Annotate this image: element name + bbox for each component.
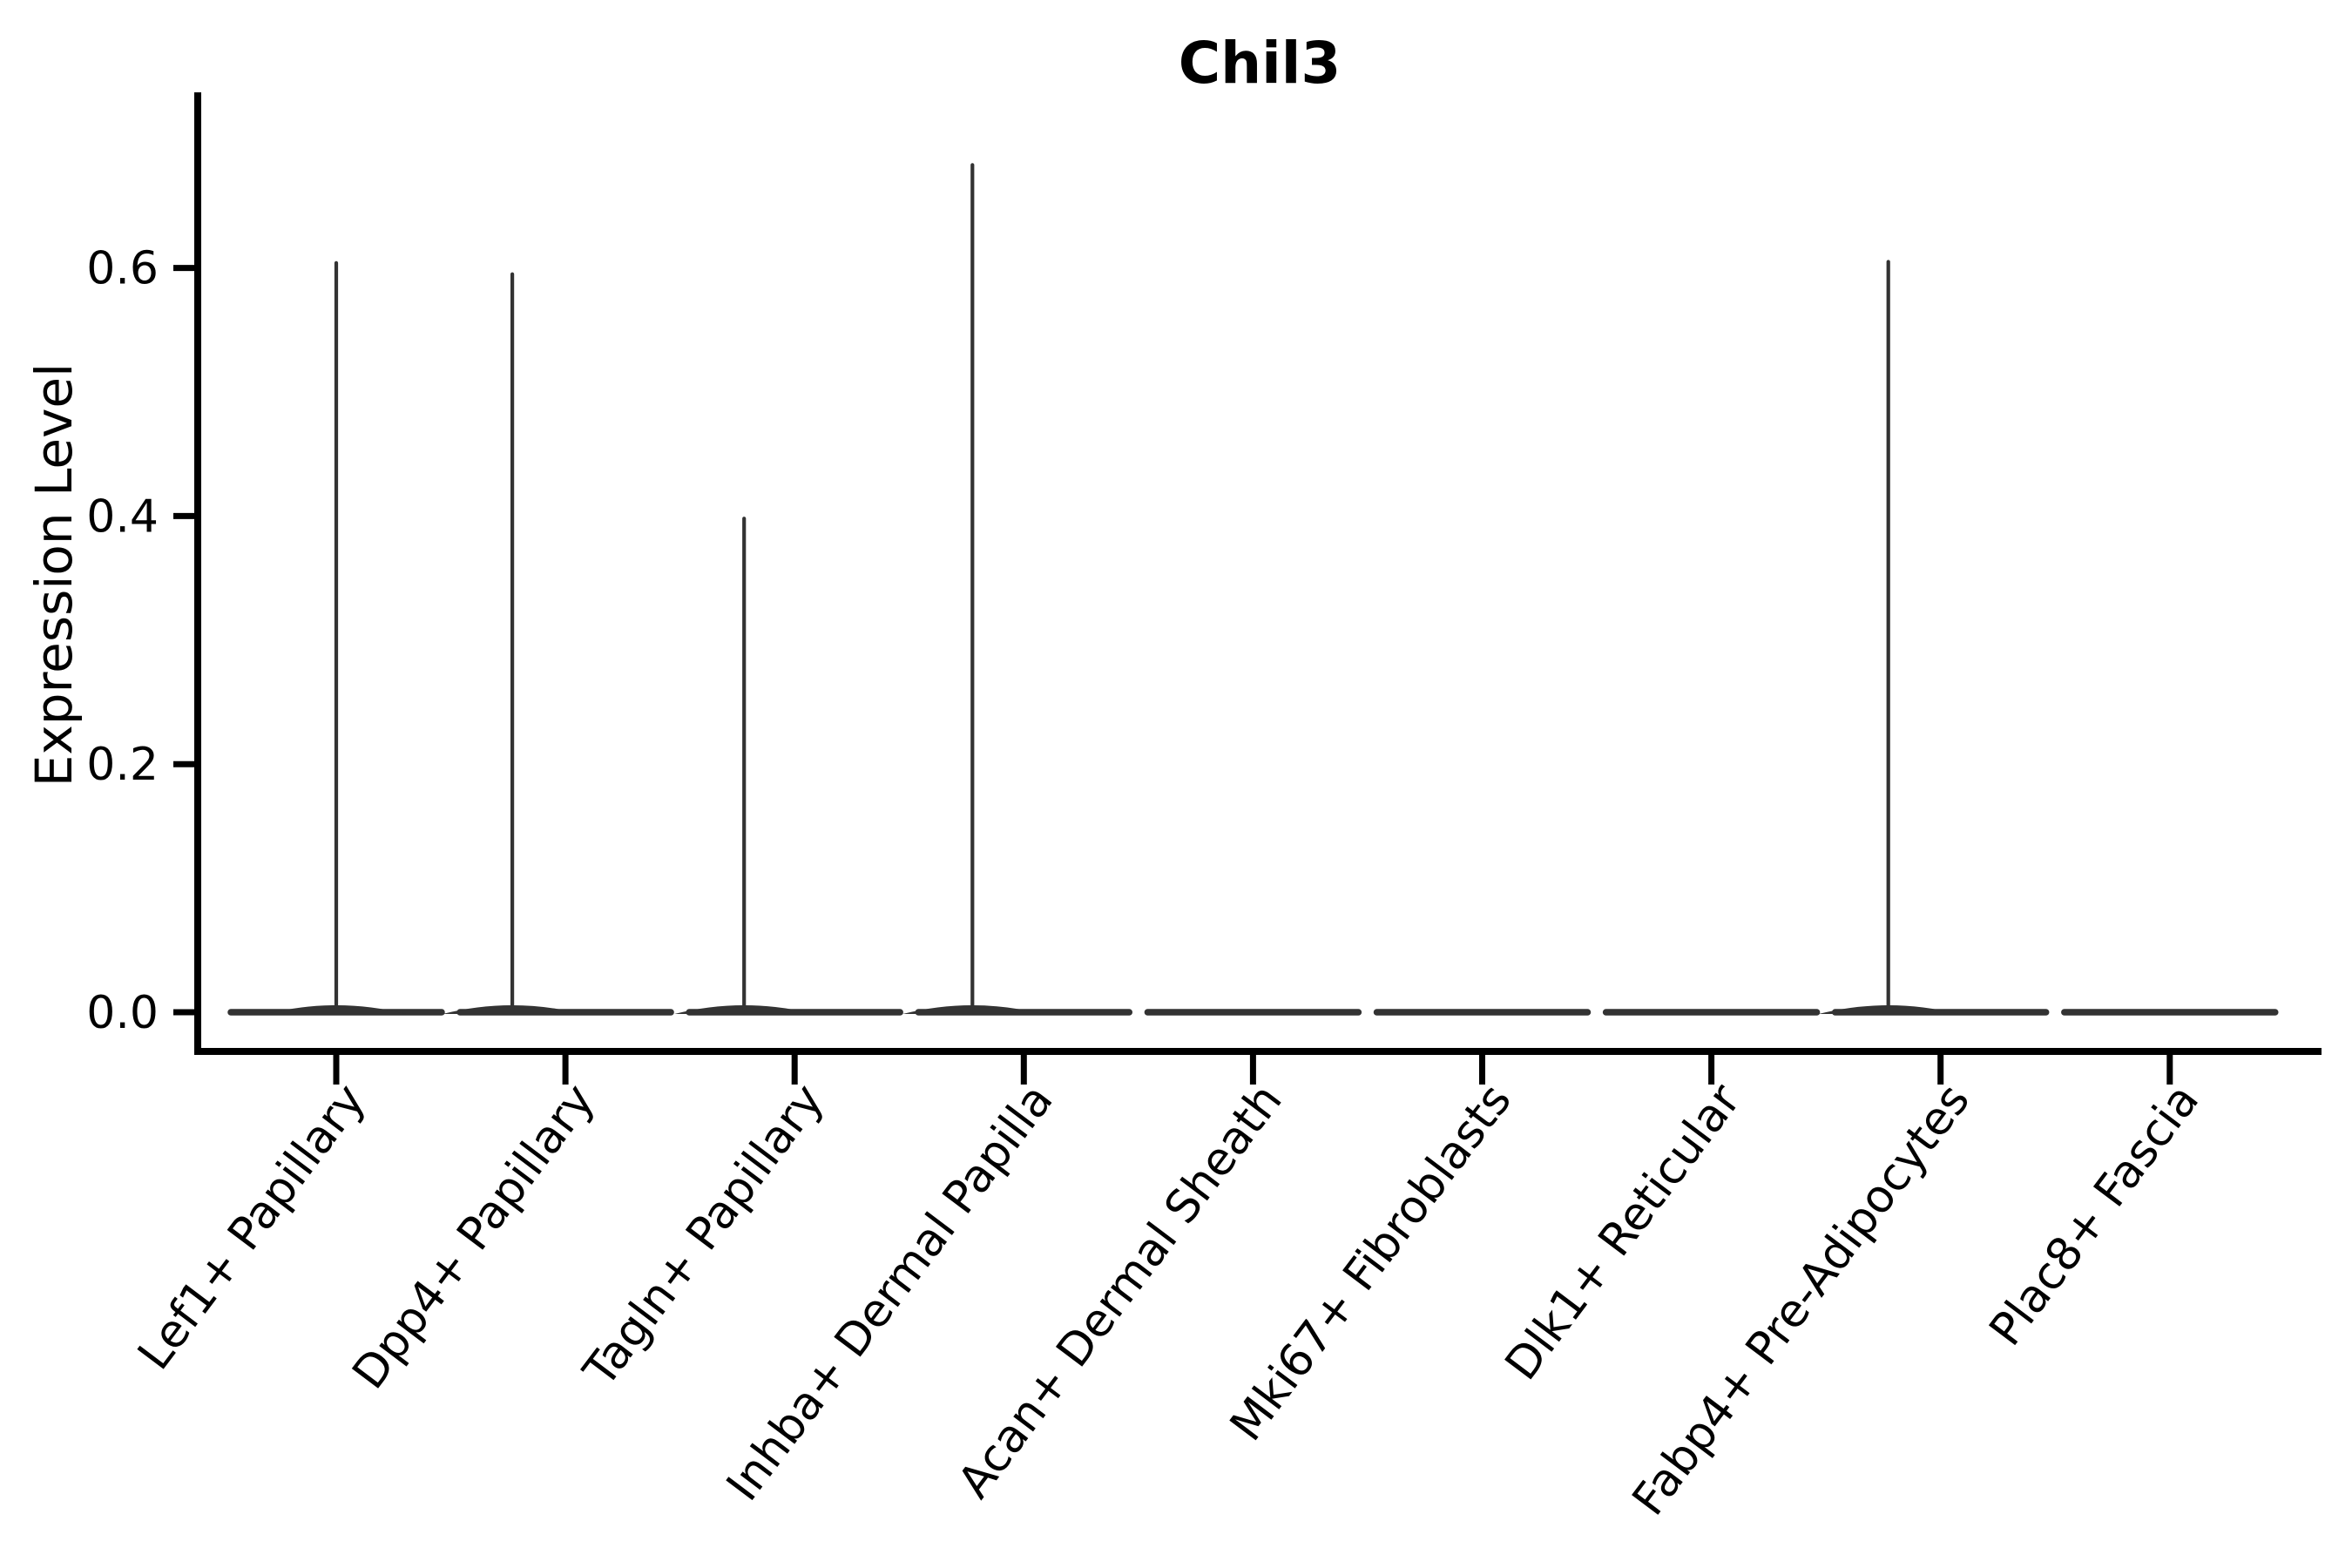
x-tick-label: Lef1+ Papillary xyxy=(128,1075,375,1380)
y-tick-label: 0.6 xyxy=(86,243,159,295)
y-tick-label: 0.0 xyxy=(86,987,159,1039)
x-tick-label: Dlk1+ Reticular xyxy=(1496,1074,1752,1389)
y-tick-label: 0.2 xyxy=(86,739,159,791)
x-tick-label: Dpp4+ Papillary xyxy=(343,1075,605,1399)
x-tick-label: Tagln+ Papillary xyxy=(573,1075,834,1397)
y-tick-label: 0.4 xyxy=(86,490,159,543)
x-tick-label: Plac8+ Fascia xyxy=(1980,1075,2210,1355)
chart-title: Chil3 xyxy=(1179,30,1342,97)
y-axis-label: Expression Level xyxy=(24,363,84,787)
